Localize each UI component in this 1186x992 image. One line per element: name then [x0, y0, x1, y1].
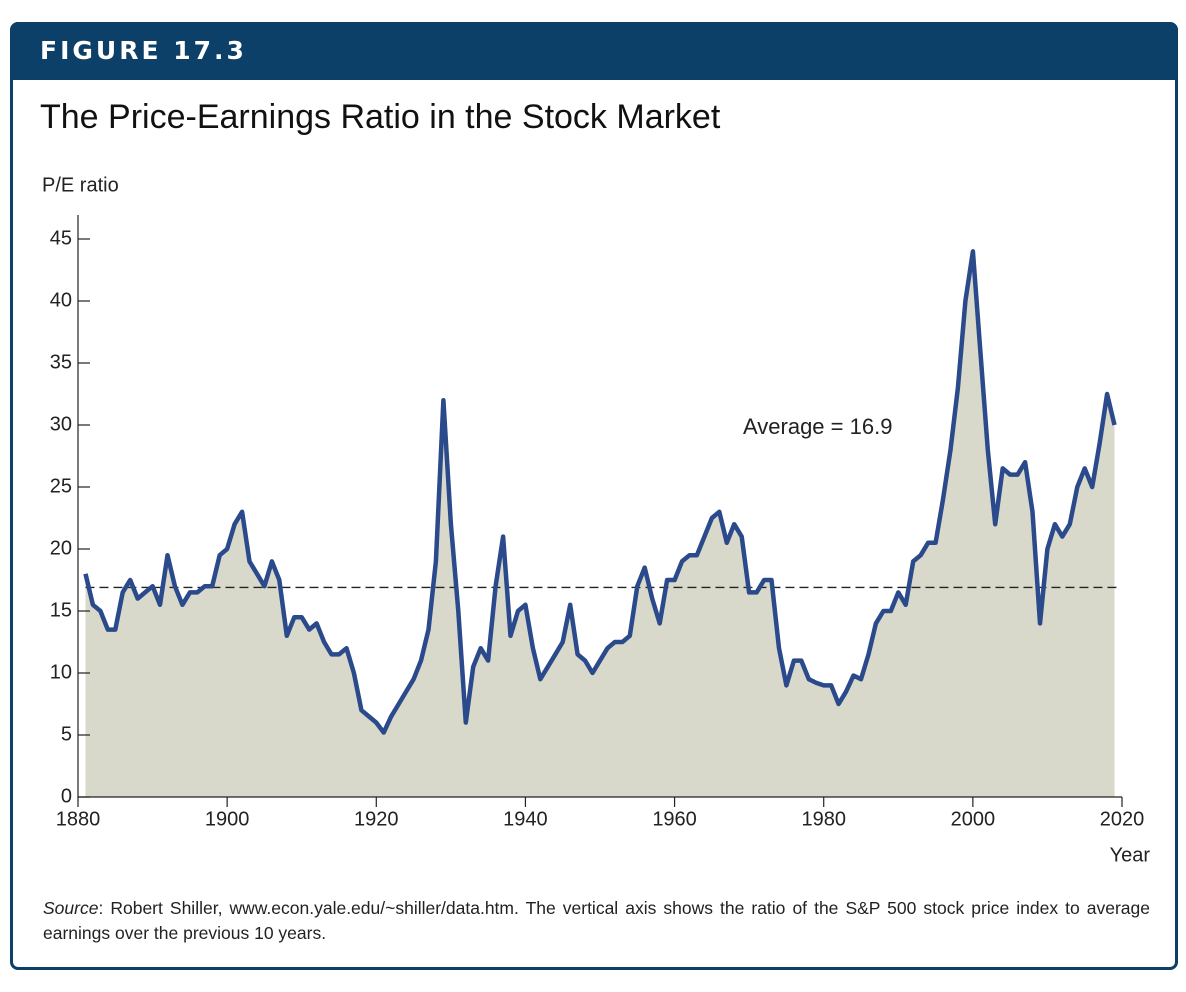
annotation: Average = 16.9 — [743, 414, 892, 439]
x-tick-label: 1960 — [652, 808, 697, 830]
y-tick-label: 0 — [61, 785, 72, 807]
y-tick-label: 25 — [50, 475, 72, 497]
y-tick-label: 40 — [50, 289, 72, 311]
source-label: Source — [43, 898, 99, 918]
y-axis-label: P/E ratio — [42, 174, 119, 196]
x-tick-label: 1900 — [205, 808, 250, 830]
x-axis-label: Year — [1110, 844, 1151, 866]
source-text: : Robert Shiller, www.econ.yale.edu/~shi… — [43, 898, 1150, 943]
chart-title: The Price-Earnings Ratio in the Stock Ma… — [40, 98, 721, 136]
x-tick-label: 1880 — [56, 808, 101, 830]
source-note: Source: Robert Shiller, www.econ.yale.ed… — [43, 896, 1150, 946]
x-tick-label: 2000 — [951, 808, 996, 830]
figure-label: FIGURE 17.3 — [40, 36, 247, 65]
y-tick-label: 30 — [50, 413, 72, 435]
y-tick-label: 10 — [50, 661, 72, 683]
y-tick-label: 5 — [61, 723, 72, 745]
y-tick-label: 35 — [50, 351, 72, 373]
y-tick-label: 15 — [50, 599, 72, 621]
x-tick-label: 1940 — [503, 808, 548, 830]
y-tick-label: 45 — [50, 227, 72, 249]
y-tick-label: 20 — [50, 537, 72, 559]
area — [85, 251, 1115, 797]
x-tick-label: 1980 — [801, 808, 846, 830]
x-tick-label: 2020 — [1100, 808, 1145, 830]
x-tick-label: 1920 — [354, 808, 399, 830]
line — [83, 249, 1117, 735]
header-bar — [10, 22, 1178, 80]
